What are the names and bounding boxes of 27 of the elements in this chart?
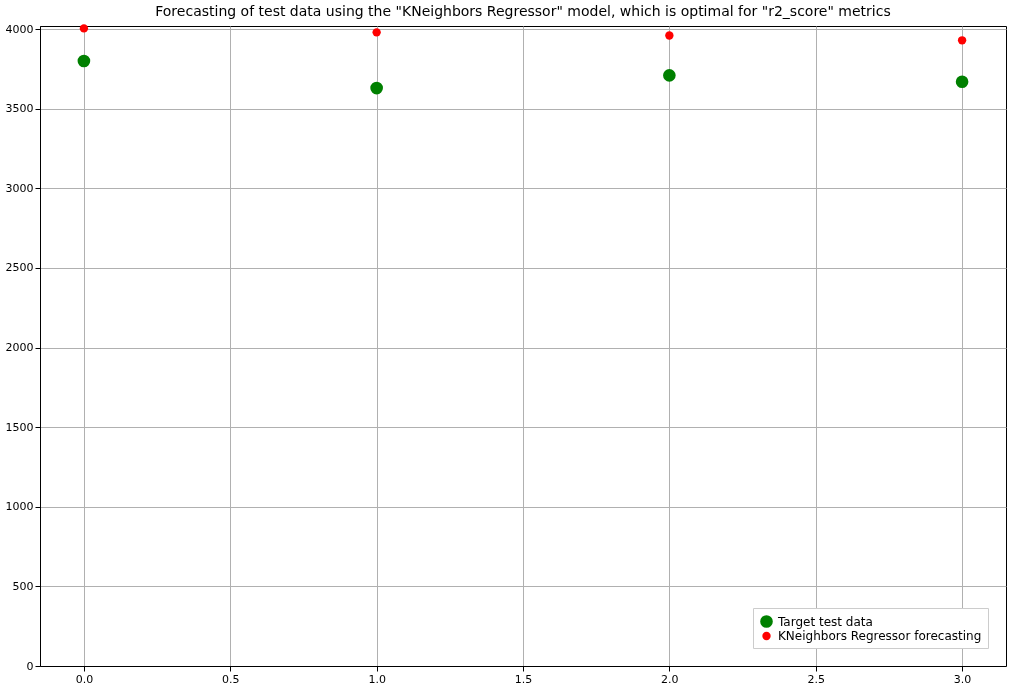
x-tick-label: 2.5 [807,672,825,686]
y-tick-label: 3000 [5,181,34,195]
x-tick-label: 2.0 [661,672,679,686]
point [372,28,381,37]
y-tick-label: 2000 [5,341,34,355]
point [665,31,674,40]
legend-label: KNeighbors Regressor forecasting [778,629,982,643]
y-tick-label: 2500 [5,261,34,275]
y-tick-label: 1000 [5,500,34,514]
y-tick-label: 0 [26,659,34,673]
legend-label: Target test data [777,614,873,629]
point [955,75,969,89]
point [77,54,91,68]
y-tick-label: 3500 [5,102,34,116]
x-tick-label: 0.0 [75,672,94,686]
x-tick-label: 1.5 [514,672,533,686]
point [663,69,676,82]
y-tick-label: 4000 [5,22,34,36]
y-tick-label: 500 [12,579,34,593]
chart-title: Forecasting of test data using the "KNeighbors Regressor" model, which is optimal for "r2_score" metrics [155,3,891,20]
point [370,81,383,95]
x-tick-label: 1.0 [368,672,386,686]
point [957,36,967,45]
point [79,24,89,33]
y-tick-label: 1500 [5,420,34,434]
x-tick-label: 3.0 [953,672,972,686]
x-tick-label: 0.5 [222,672,240,686]
